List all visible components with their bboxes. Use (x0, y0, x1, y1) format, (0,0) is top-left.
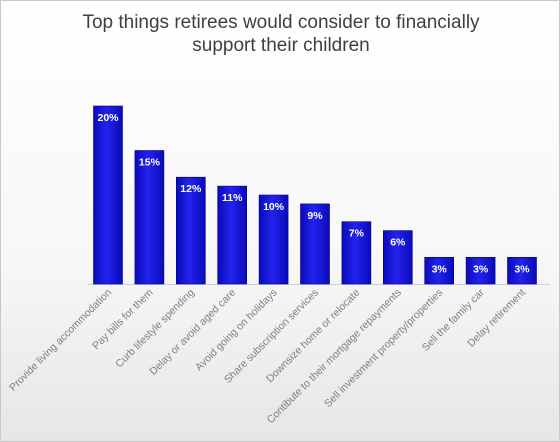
category-label-4: Avoid going on holidays (193, 287, 280, 374)
data-label-1: 15% (139, 157, 161, 169)
data-label-0: 20% (97, 112, 119, 124)
data-label-6: 7% (349, 228, 365, 240)
bar-10 (507, 256, 537, 285)
data-label-7: 6% (390, 237, 406, 249)
bar-8 (424, 256, 455, 285)
data-label-3: 11% (222, 192, 243, 204)
data-label-5: 9% (307, 210, 323, 222)
category-label-2: Curb lifestyle spending (113, 287, 197, 371)
bar-1 (134, 150, 165, 285)
data-label-2: 12% (180, 183, 202, 195)
bar-6 (341, 221, 372, 285)
data-label-4: 10% (263, 201, 285, 213)
bar-9 (465, 256, 496, 285)
chart-title: Top things retirees would consider to fi… (1, 11, 560, 57)
bar-4 (258, 194, 289, 285)
bar-7 (382, 230, 413, 285)
bar-3 (217, 185, 247, 285)
bar-2 (176, 176, 206, 285)
data-label-10: 3% (514, 263, 530, 275)
data-label-8: 3% (432, 263, 448, 275)
bar-5 (300, 203, 330, 285)
chart-title-line-1: Top things retirees would consider to fi… (82, 12, 480, 33)
data-label-9: 3% (473, 263, 489, 275)
chart-title-line-2: support their children (192, 35, 370, 56)
bar-0 (93, 105, 123, 285)
